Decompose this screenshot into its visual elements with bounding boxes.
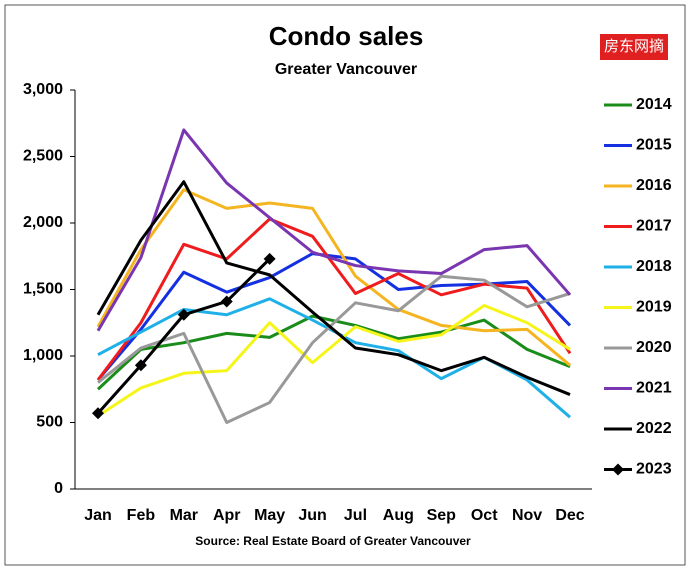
- chart-title: Condo sales: [269, 21, 424, 51]
- legend-label: 2016: [636, 177, 672, 194]
- y-tick-label: 2,500: [23, 148, 63, 165]
- legend-marker: [612, 463, 624, 476]
- watermark-box: [600, 34, 668, 60]
- source: Source: Real Estate Board of Greater Van…: [195, 534, 471, 548]
- x-tick-label: Apr: [213, 507, 241, 524]
- x-tick-label: Feb: [127, 507, 156, 524]
- watermark: 房东网摘: [604, 37, 664, 55]
- x-tick-label: Oct: [471, 507, 498, 524]
- legend-label: 2021: [636, 380, 672, 397]
- legend-label: 2022: [636, 420, 672, 437]
- point-marker: [177, 308, 190, 321]
- chart-subtitle: Greater Vancouver: [275, 61, 417, 78]
- legend-label: 2023: [636, 461, 672, 478]
- legend-label: 2014: [636, 96, 672, 113]
- x-tick-label: Nov: [512, 507, 542, 524]
- x-tick-label: Jul: [344, 507, 367, 524]
- y-tick-label: 500: [36, 414, 63, 431]
- point-marker: [92, 407, 104, 420]
- x-tick-label: Jan: [84, 507, 112, 524]
- x-tick-label: Sep: [427, 507, 457, 524]
- series-line: [97, 274, 571, 424]
- y-tick-label: 1,000: [23, 347, 63, 364]
- x-tick-label: May: [254, 507, 285, 524]
- series-line: [96, 180, 571, 396]
- legend-label: 2019: [636, 299, 672, 316]
- series-line: [96, 188, 571, 367]
- y-tick-label: 1,500: [23, 281, 63, 298]
- point-marker: [134, 359, 147, 372]
- legend-label: 2018: [636, 258, 672, 275]
- x-tick-label: Mar: [170, 507, 198, 524]
- x-tick-label: Aug: [383, 507, 414, 524]
- x-tick-label: Jun: [298, 507, 326, 524]
- y-tick-label: 2,000: [23, 214, 63, 231]
- legend-label: 2020: [636, 339, 672, 356]
- frame: [4, 4, 686, 566]
- y-tick-label: 3,000: [23, 81, 63, 98]
- legend-label: 2015: [636, 137, 672, 154]
- point-marker: [263, 252, 276, 265]
- series-line: [97, 303, 571, 418]
- legend-label: 2017: [636, 218, 672, 235]
- y-tick-label: 0: [54, 480, 63, 497]
- series-line: [96, 128, 572, 332]
- x-tick-label: Dec: [555, 507, 584, 524]
- point-marker: [220, 295, 233, 308]
